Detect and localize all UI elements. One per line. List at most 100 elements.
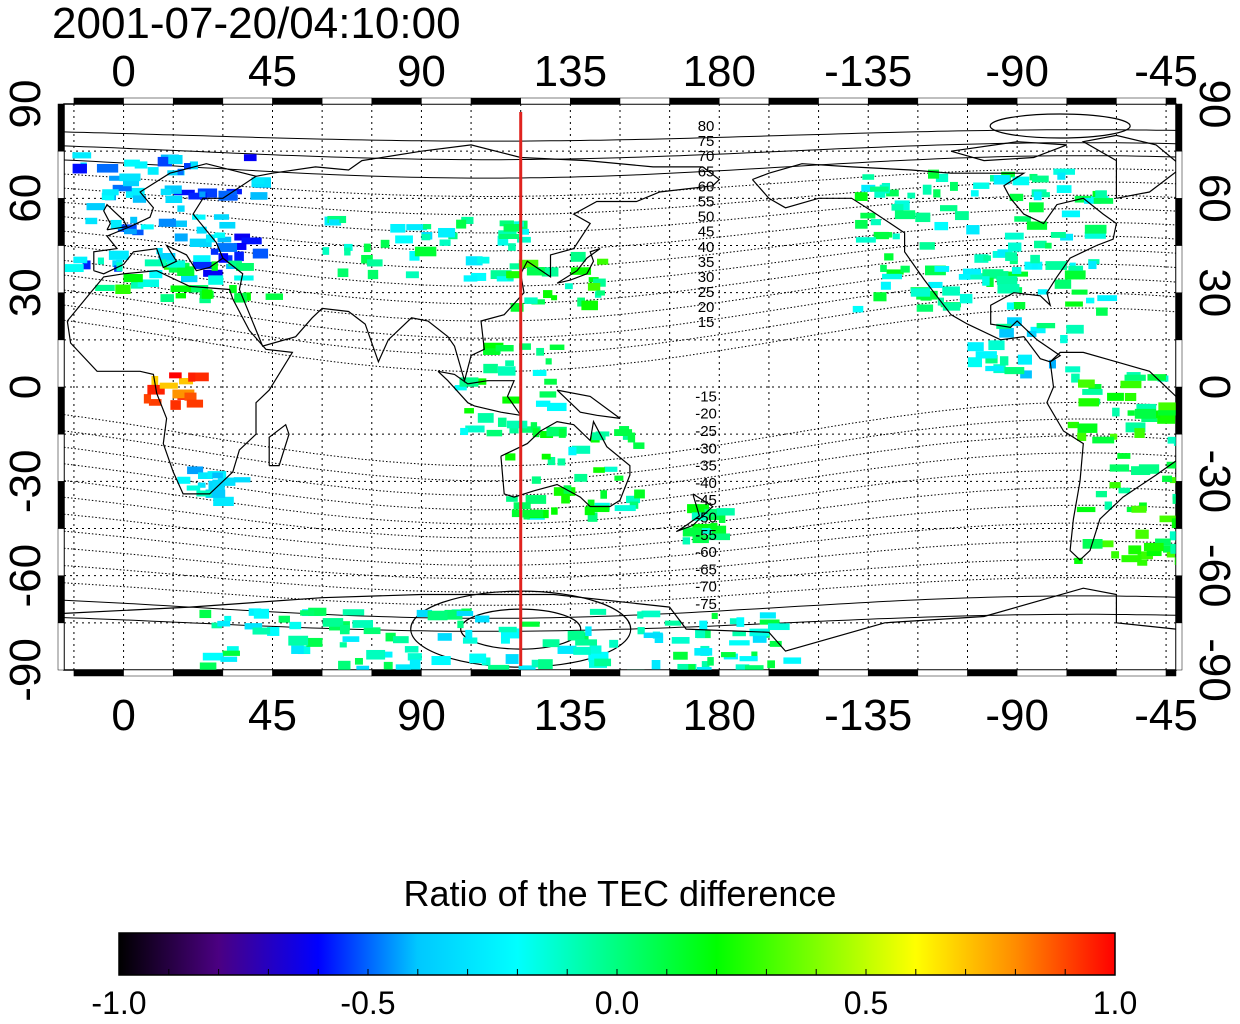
- tec-cell: [710, 522, 718, 530]
- tec-cell: [916, 304, 934, 312]
- tec-cell: [253, 608, 270, 619]
- tec-cell: [1065, 301, 1083, 307]
- tec-cell: [213, 496, 234, 507]
- left-lat-tick-label: -30: [1, 450, 50, 514]
- tec-cell: [986, 277, 994, 288]
- coastline: [751, 163, 1118, 363]
- tec-cell: [229, 284, 237, 293]
- tec-cell: [1048, 359, 1056, 369]
- coastline: [1081, 134, 1176, 199]
- tec-cell: [169, 372, 182, 379]
- tec-cell: [541, 453, 551, 460]
- tec-cell: [637, 627, 645, 635]
- tec-cell: [197, 188, 218, 198]
- axis-bar-segment: [421, 669, 472, 677]
- left-lat-tick-label: 90: [1, 80, 50, 129]
- tec-cell: [438, 227, 456, 238]
- tec-cell: [564, 283, 573, 290]
- tec-cell: [524, 297, 538, 304]
- tec-cell: [1121, 555, 1142, 563]
- tec-cell: [588, 651, 609, 662]
- tec-cell: [677, 663, 697, 670]
- tec-cell: [1030, 326, 1046, 334]
- tec-cell: [208, 275, 224, 285]
- contour-line: [64, 504, 1176, 553]
- tec-cell: [234, 233, 251, 241]
- axis-bar-segment: [123, 97, 174, 105]
- tec-cell: [974, 254, 989, 263]
- tec-cell: [614, 429, 633, 437]
- tec-cell: [862, 174, 875, 180]
- tec-cell: [1088, 261, 1097, 270]
- axis-bar-segment: [619, 97, 670, 105]
- graticule: [64, 104, 1176, 670]
- tec-cell: [633, 442, 645, 449]
- tec-cell: [1061, 210, 1081, 218]
- tec-cell: [882, 273, 903, 280]
- tec-cell: [306, 637, 323, 647]
- top-lon-tick-label: 135: [534, 47, 607, 96]
- contour-label: 55: [698, 193, 715, 210]
- top-lon-tick-label: 90: [397, 47, 446, 96]
- tec-cell: [174, 233, 188, 242]
- contour-label: 25: [698, 284, 715, 301]
- tec-cell: [942, 286, 960, 296]
- contour-line: [64, 522, 1176, 566]
- tec-cell: [928, 281, 943, 289]
- tec-cell: [160, 188, 172, 196]
- tec-cell: [462, 637, 478, 644]
- tec-cell: [184, 163, 191, 170]
- tec-cell: [483, 363, 498, 374]
- tec-cell: [1112, 407, 1120, 417]
- tec-cell: [518, 665, 536, 670]
- tec-cell: [158, 253, 176, 263]
- tec-cell: [891, 204, 904, 211]
- tec-cell: [156, 247, 163, 255]
- right-lat-tick-label: 90: [1190, 80, 1239, 129]
- axis-bar-segment: [917, 669, 968, 677]
- tec-cell: [463, 275, 478, 282]
- tec-cell: [854, 192, 868, 201]
- tec-cell: [687, 504, 709, 514]
- axis-bar-segment: [57, 433, 65, 482]
- axis-bar-segment: [272, 669, 323, 677]
- tec-cell: [1066, 324, 1084, 334]
- tec-cell: [416, 609, 433, 617]
- tec-cell: [1074, 195, 1093, 203]
- contour-line: [64, 129, 1176, 142]
- tec-cell: [86, 203, 105, 211]
- tec-cell: [510, 303, 524, 312]
- tec-cell: [1109, 464, 1130, 472]
- tec-cell: [671, 637, 690, 644]
- tec-cell: [1169, 477, 1176, 484]
- axis-bar-segment: [1175, 103, 1183, 152]
- tec-cell: [682, 537, 691, 545]
- tec-cell: [1096, 307, 1108, 316]
- axis-bar-segment: [172, 669, 224, 677]
- tec-cell: [243, 292, 251, 301]
- tec-cell: [1004, 367, 1025, 375]
- tec-cell: [511, 509, 521, 518]
- tec-cell: [622, 434, 632, 440]
- axis-bar-segment: [123, 669, 174, 677]
- tec-cell: [942, 302, 961, 311]
- contour-line: [64, 487, 1176, 539]
- tec-cell: [322, 247, 330, 255]
- coastline: [556, 248, 601, 284]
- tec-cell: [589, 608, 607, 615]
- tec-cell: [852, 305, 864, 313]
- tec-cell: [1032, 175, 1049, 183]
- tec-cell: [521, 621, 540, 627]
- tec-cell: [539, 391, 557, 398]
- contour-label: -35: [695, 458, 717, 475]
- tec-cell: [265, 293, 284, 300]
- tec-cell: [495, 344, 514, 352]
- tec-cell: [574, 473, 588, 482]
- tec-cell: [532, 369, 547, 376]
- tec-cell: [1107, 392, 1124, 401]
- tec-cell: [1134, 408, 1156, 419]
- tec-cell: [531, 476, 541, 484]
- tec-cell: [1095, 190, 1107, 199]
- tec-cell: [393, 636, 409, 644]
- colorbar: [118, 932, 1116, 976]
